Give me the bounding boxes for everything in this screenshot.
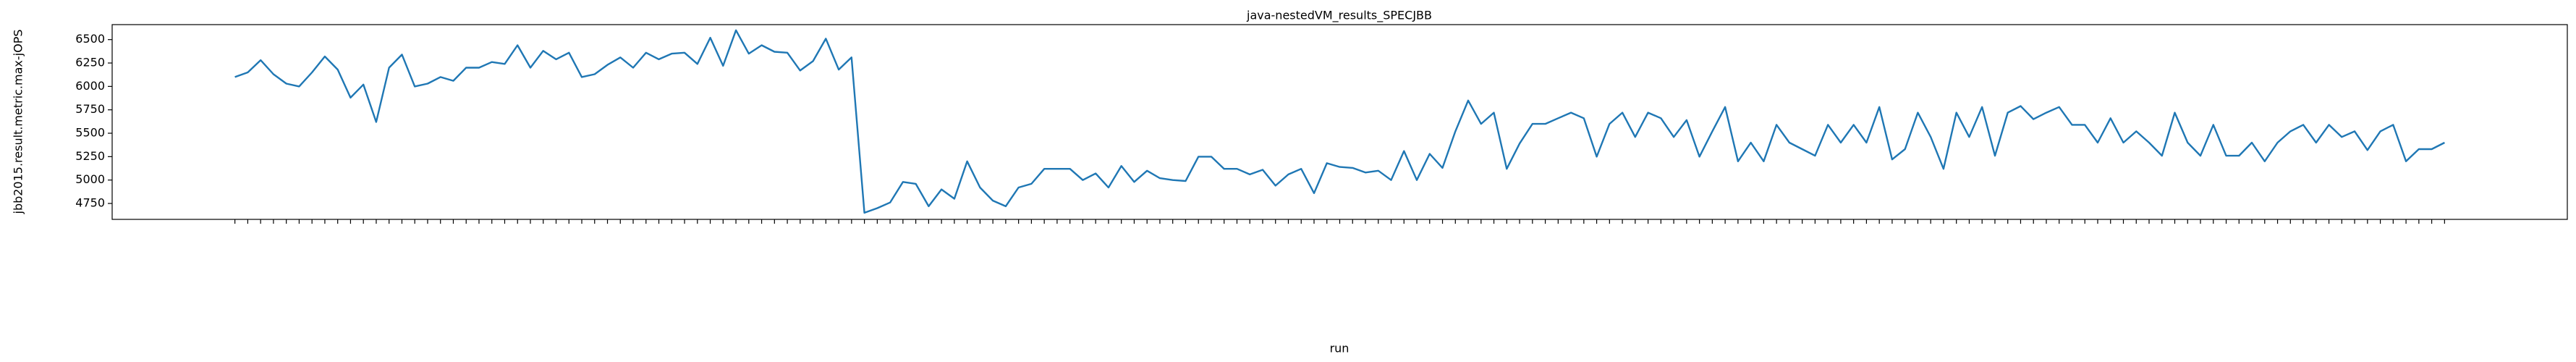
chart-title: java-nestedVM_results_SPECJBB — [1246, 9, 1432, 23]
y-tick-label: 6250 — [75, 56, 105, 70]
y-tick-label: 4750 — [75, 196, 105, 210]
y-tick-label: 5750 — [75, 102, 105, 116]
y-tick-label: 5000 — [75, 172, 105, 186]
y-tick-label: 6000 — [75, 79, 105, 93]
y-tick-label: 5250 — [75, 149, 105, 163]
data-line — [234, 29, 2445, 214]
y-tick-label: 5500 — [75, 126, 105, 140]
x-axis-label: run — [1330, 342, 1350, 355]
y-axis-label: jbb2015.result.metric.max-jOPS — [12, 30, 25, 215]
y-tick-label: 6500 — [75, 32, 105, 46]
plot-frame — [111, 24, 2568, 220]
